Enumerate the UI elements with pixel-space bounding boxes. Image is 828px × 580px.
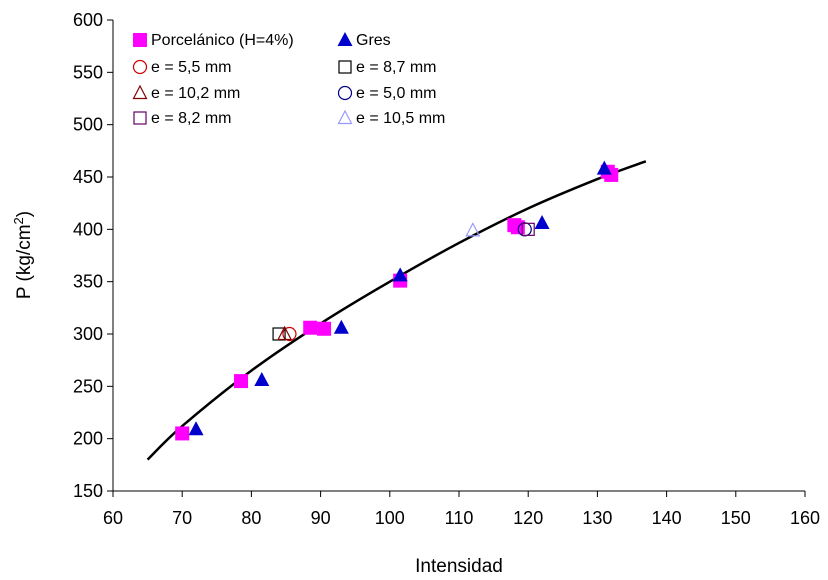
x-tick-label: 90 <box>311 508 331 528</box>
x-tick-label: 130 <box>582 508 612 528</box>
y-tick-label: 350 <box>73 272 103 292</box>
y-axis-title-superscript: 2 <box>11 217 26 224</box>
y-tick-label: 550 <box>73 62 103 82</box>
data-point-series-1 <box>333 319 349 334</box>
data-point-series-0 <box>303 320 318 335</box>
y-tick-label: 500 <box>73 115 103 135</box>
y-tick-label: 150 <box>73 481 103 501</box>
legend-marker-2 <box>132 59 148 75</box>
legend-marker-0 <box>133 33 147 47</box>
x-axis-title: Intensidad <box>415 556 503 577</box>
data-point-series-4 <box>277 325 293 341</box>
y-tick-label: 250 <box>73 376 103 396</box>
legend-label-6: e = 8,2 mm <box>151 110 231 127</box>
legend-marker-4 <box>132 84 148 100</box>
trendline <box>146 160 647 461</box>
data-point-series-1 <box>188 421 204 436</box>
legend-marker-7 <box>337 109 353 125</box>
x-tick-label: 120 <box>513 508 543 528</box>
x-tick-label: 80 <box>241 508 261 528</box>
y-tick-label: 200 <box>73 429 103 449</box>
x-tick-label: 140 <box>652 508 682 528</box>
legend-marker-6 <box>133 111 147 125</box>
y-axis-title-close: ) <box>14 211 35 217</box>
legend-marker-3 <box>338 60 352 74</box>
data-point-series-1 <box>534 215 550 230</box>
legend-label-3: e = 8,7 mm <box>356 59 436 76</box>
data-point-series-7 <box>465 222 481 237</box>
data-point-series-6 <box>521 222 535 236</box>
data-point-series-1 <box>596 160 612 175</box>
x-tick-label: 150 <box>721 508 751 528</box>
legend-marker-5 <box>337 85 353 101</box>
y-tick-label: 600 <box>73 10 103 30</box>
trendline-group <box>146 160 647 461</box>
y-tick-label: 400 <box>73 219 103 239</box>
x-tick-label: 100 <box>375 508 405 528</box>
legend-label-1: Gres <box>356 32 391 49</box>
x-axis: 60 70 80 90 100 110 120 130 140 150 160 <box>103 491 820 528</box>
x-tick-label: 110 <box>445 508 474 528</box>
x-tick-label: 70 <box>172 508 192 528</box>
data-point-series-1 <box>392 267 408 282</box>
data-points <box>175 160 619 441</box>
data-point-series-0 <box>234 374 249 389</box>
legend-label-2: e = 5,5 mm <box>151 59 231 76</box>
legend-marker-1 <box>337 32 353 46</box>
y-axis-title: P (kg/cm2) <box>11 211 35 299</box>
x-tick-label: 160 <box>790 508 820 528</box>
y-axis: 150 200 250 300 350 400 450 500 550 600 <box>73 10 113 501</box>
y-tick-label: 300 <box>73 324 103 344</box>
data-point-series-0 <box>317 321 332 336</box>
y-axis-title-main: P (kg/cm <box>14 224 35 299</box>
data-point-series-2 <box>282 326 297 342</box>
y-tick-label: 450 <box>73 167 103 187</box>
x-tick-label: 60 <box>103 508 123 528</box>
data-point-series-0 <box>175 426 190 441</box>
data-point-series-1 <box>254 372 270 387</box>
legend-label-0: Porcelánico (H=4%) <box>151 32 294 49</box>
legend-label-4: e = 10,2 mm <box>151 85 240 102</box>
legend: Porcelánico (H=4%) Gres e = 5,5 mm e = 8,7 … <box>132 32 445 127</box>
legend-label-5: e = 5,0 mm <box>356 85 436 102</box>
legend-label-7: e = 10,5 mm <box>356 110 445 127</box>
